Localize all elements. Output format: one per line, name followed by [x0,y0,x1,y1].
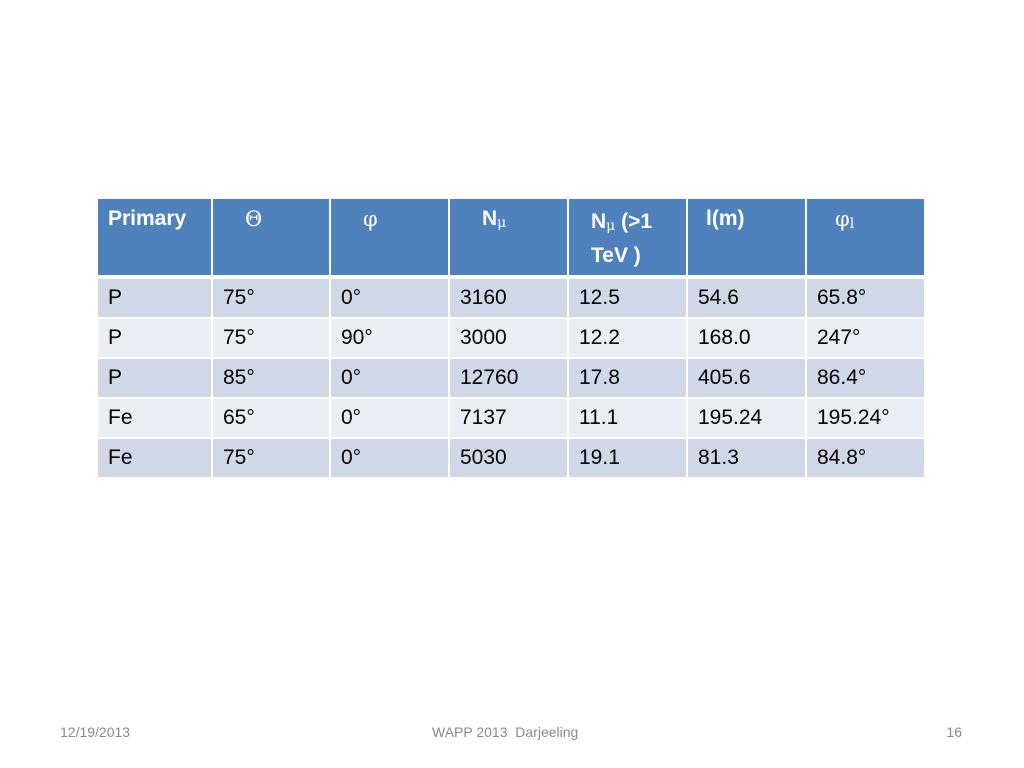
page-number: 16 [946,724,962,740]
header-phi: φ [329,197,450,279]
header-phi-l: φl [805,197,926,279]
cell-n-mu-tev: 17.8 [567,357,688,399]
cell-phi: 0° [329,276,450,319]
cell-l-m: 195.24 [686,397,807,439]
cell-l-m: 405.6 [686,357,807,399]
cell-primary: P [96,317,213,359]
cell-n-mu: 12760 [448,357,569,399]
cell-n-mu: 5030 [448,437,569,479]
cell-n-mu: 3160 [448,276,569,319]
cell-primary: Fe [96,397,213,439]
footer-title: WAPP 2013 Darjeeling [432,724,579,740]
cell-n-mu: 7137 [448,397,569,439]
cell-theta: 75° [211,276,331,319]
cell-phi: 0° [329,357,450,399]
cell-phi-l: 247° [805,317,926,359]
cell-l-m: 81.3 [686,437,807,479]
cell-phi: 90° [329,317,450,359]
table-header-row: Primary Θ φ Nμ Nμ (>1 TeV ) l(m) φl [96,197,926,279]
muon-data-table: Primary Θ φ Nμ Nμ (>1 TeV ) l(m) φl P 75… [96,197,926,479]
cell-phi-l: 86.4° [805,357,926,399]
cell-n-mu-tev: 12.2 [567,317,688,359]
header-n-mu-tev: Nμ (>1 TeV ) [567,197,688,279]
cell-l-m: 54.6 [686,276,807,319]
cell-primary: P [96,357,213,399]
table-row: Fe 65° 0° 7137 11.1 195.24 195.24° [96,397,926,439]
header-theta: Θ [211,197,331,279]
cell-phi: 0° [329,397,450,439]
header-l-m: l(m) [686,197,807,279]
cell-n-mu-tev: 12.5 [567,276,688,319]
cell-theta: 65° [211,397,331,439]
cell-phi-l: 195.24° [805,397,926,439]
cell-l-m: 168.0 [686,317,807,359]
cell-theta: 75° [211,317,331,359]
cell-theta: 85° [211,357,331,399]
cell-theta: 75° [211,437,331,479]
cell-n-mu-tev: 19.1 [567,437,688,479]
footer-date: 12/19/2013 [60,724,131,740]
table-row: P 75° 90° 3000 12.2 168.0 247° [96,317,926,359]
header-primary: Primary [96,197,213,279]
table-row: P 75° 0° 3160 12.5 54.6 65.8° [96,276,926,319]
table-row: P 85° 0° 12760 17.8 405.6 86.4° [96,357,926,399]
cell-n-mu-tev: 11.1 [567,397,688,439]
cell-n-mu: 3000 [448,317,569,359]
cell-phi-l: 84.8° [805,437,926,479]
cell-primary: Fe [96,437,213,479]
cell-phi-l: 65.8° [805,276,926,319]
cell-primary: P [96,276,213,319]
table-row: Fe 75° 0° 5030 19.1 81.3 84.8° [96,437,926,479]
header-n-mu: Nμ [448,197,569,279]
cell-phi: 0° [329,437,450,479]
